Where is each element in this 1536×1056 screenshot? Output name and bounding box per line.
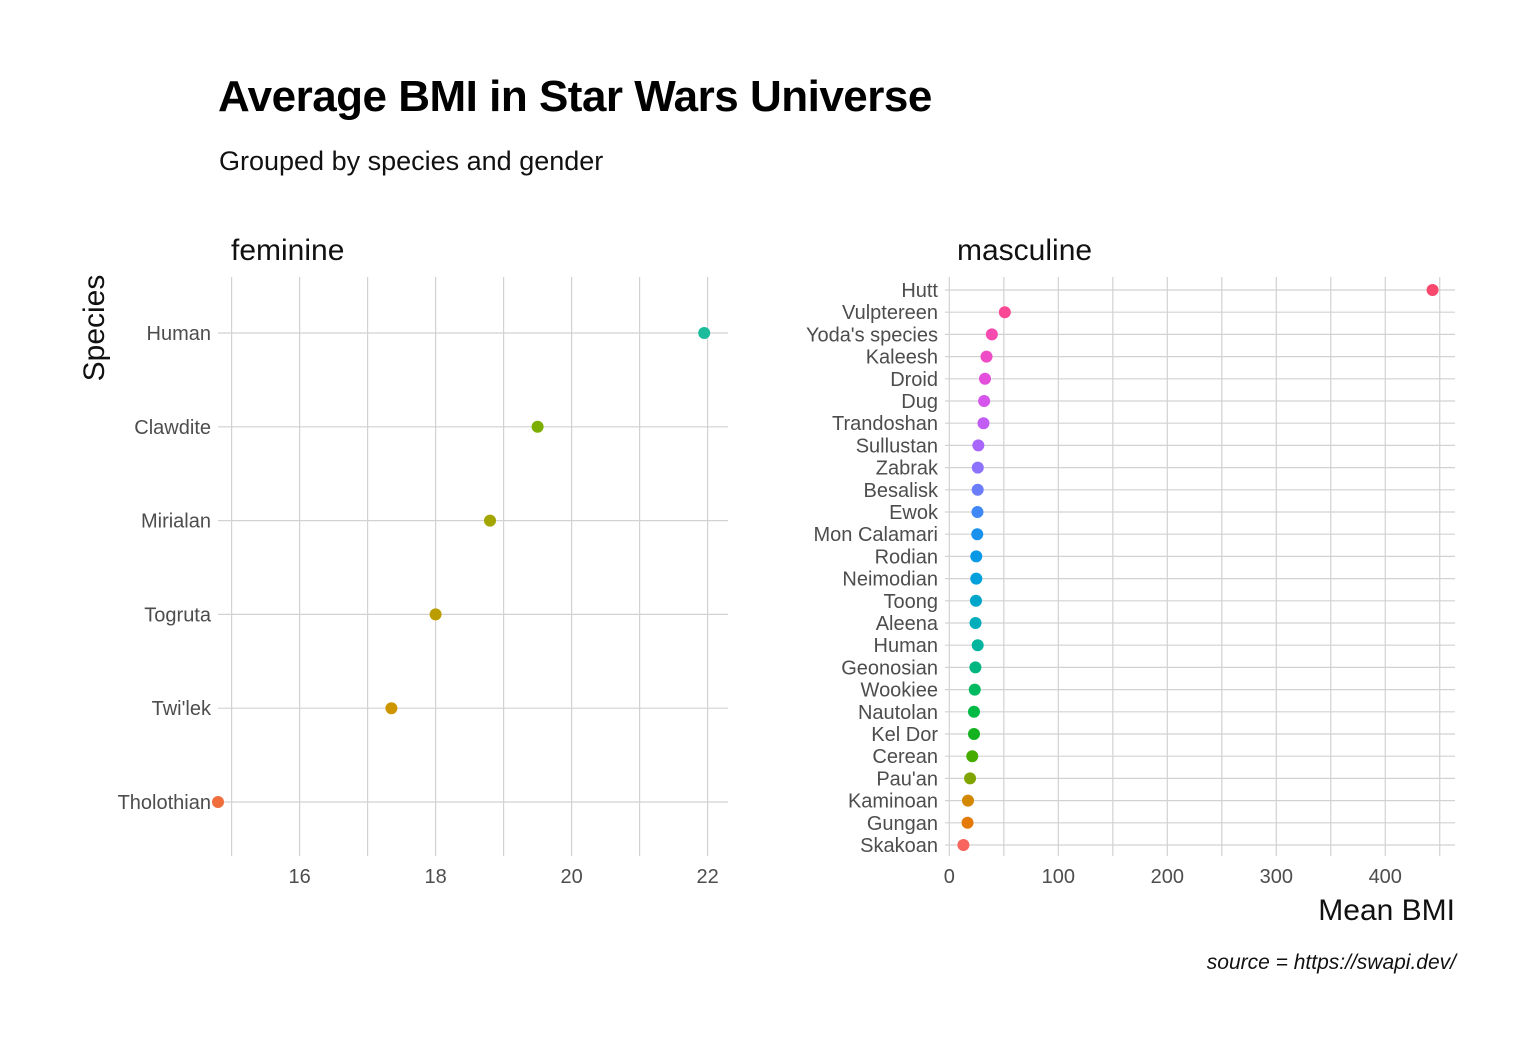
data-point <box>967 705 980 718</box>
y-tick-label: Skakoan <box>860 835 938 857</box>
y-tick-label: Togruta <box>144 604 212 626</box>
data-point <box>531 420 544 433</box>
y-tick-label: Mon Calamari <box>814 524 938 546</box>
y-tick-label: Droid <box>890 369 938 391</box>
data-point <box>971 506 984 518</box>
data-point <box>978 372 991 385</box>
data-point <box>977 417 990 430</box>
facet-panel-masculine: masculine 0 100 200 300 400 HuttVulptereenYoda… <box>806 234 1455 888</box>
y-tick-label: Pau'an <box>876 768 938 790</box>
x-tick-label: 20 <box>560 866 582 888</box>
data-point <box>957 839 970 851</box>
data-point <box>429 608 442 621</box>
x-tick-label: 0 <box>944 866 955 888</box>
y-tick-label: Nautolan <box>858 702 938 724</box>
y-tick-label: Vulptereen <box>842 302 938 324</box>
data-point <box>969 617 982 629</box>
data-point <box>961 794 974 807</box>
data-point <box>212 796 224 808</box>
facet-panels: feminine 16 18 20 22 Human Clawdite Mirialan Tog… <box>118 234 1455 888</box>
data-point <box>969 661 982 674</box>
data-point <box>1426 284 1439 296</box>
y-tick-label: Neimodian <box>842 569 938 591</box>
facet-label: feminine <box>231 234 344 267</box>
y-tick-label: Dug <box>901 391 938 413</box>
data-point <box>978 395 991 407</box>
x-tick-label: 18 <box>424 866 446 888</box>
y-tick-label: Trandoshan <box>832 413 938 435</box>
y-tick-label: Toong <box>884 591 939 613</box>
y-tick-label: Mirialan <box>141 511 211 533</box>
y-tick-label: Human <box>874 635 938 657</box>
data-point <box>971 528 984 541</box>
data-point <box>971 461 984 474</box>
data-point <box>967 728 980 740</box>
x-tick-label: 16 <box>288 866 310 888</box>
y-tick-label: Rodian <box>875 546 938 568</box>
y-tick-label: Ewok <box>889 502 939 524</box>
data-point <box>961 816 974 829</box>
data-point <box>385 702 398 715</box>
data-point <box>968 683 981 696</box>
x-tick-label: 22 <box>696 866 718 888</box>
x-tick-label: 200 <box>1151 866 1184 888</box>
data-point <box>998 306 1011 319</box>
y-tick-label: Yoda's species <box>806 324 938 346</box>
y-tick-label: Clawdite <box>134 417 211 439</box>
y-tick-label: Geonosian <box>841 657 938 679</box>
data-point <box>980 350 993 363</box>
data-point <box>971 483 984 496</box>
x-tick-label: 400 <box>1369 866 1402 888</box>
y-tick-label: Twi'lek <box>152 698 212 720</box>
facet-label: masculine <box>957 234 1092 267</box>
y-axis-title: Species <box>78 275 111 382</box>
y-tick-label: Tholothian <box>118 792 211 814</box>
y-tick-label: Human <box>147 323 211 345</box>
data-point <box>985 328 998 341</box>
y-tick-label: Zabrak <box>876 458 939 480</box>
y-tick-label: Cerean <box>872 746 938 768</box>
y-tick-label: Hutt <box>901 280 938 302</box>
facet-panel-feminine: feminine 16 18 20 22 Human Clawdite Mirialan Tog… <box>118 234 728 888</box>
y-tick-label: Wookiee <box>861 680 938 702</box>
data-point <box>970 550 983 563</box>
data-point <box>966 750 979 763</box>
x-tick-label: 300 <box>1260 866 1293 888</box>
data-point <box>964 772 977 785</box>
chart-title: Average BMI in Star Wars Universe <box>218 72 932 121</box>
y-tick-label: Kel Dor <box>871 724 938 746</box>
data-point <box>972 439 985 452</box>
x-axis-title: Mean BMI <box>1318 894 1455 927</box>
y-tick-label: Sullustan <box>856 435 938 457</box>
x-tick-label: 100 <box>1042 866 1075 888</box>
data-point <box>971 639 984 652</box>
y-tick-label: Kaminoan <box>848 791 938 813</box>
y-tick-label: Gungan <box>867 813 938 835</box>
y-tick-label: Aleena <box>876 613 939 635</box>
y-tick-label: Kaleesh <box>866 347 938 369</box>
chart-caption: source = https://swapi.dev/ <box>1206 951 1456 974</box>
data-point <box>970 572 983 585</box>
chart-subtitle: Grouped by species and gender <box>219 146 604 176</box>
data-point <box>969 594 982 607</box>
y-tick-label: Besalisk <box>864 480 939 502</box>
data-point <box>698 327 711 339</box>
data-point <box>484 514 496 527</box>
